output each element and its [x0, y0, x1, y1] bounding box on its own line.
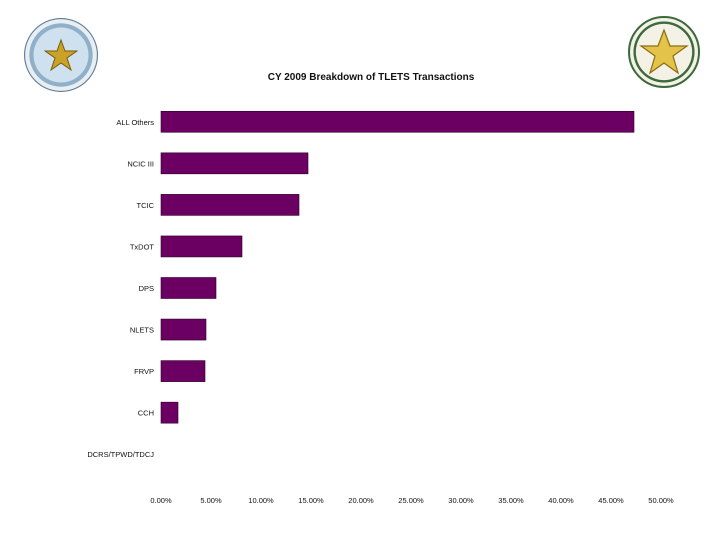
bar-6 — [160, 360, 206, 382]
category-label: DCRS/TPWD/TDCJ — [87, 450, 154, 459]
category-label: TxDOT — [130, 242, 155, 251]
bar-0 — [160, 110, 635, 133]
category-label: DPS — [139, 284, 154, 293]
bar-7 — [160, 401, 179, 424]
x-tick-label: 0.00% — [150, 496, 172, 505]
x-axis-tick-labels: 0.00% 5.00% 10.00% 15.00% 20.00% 25.00% 30.00%… — [150, 496, 674, 505]
dps-star-icon — [639, 28, 689, 75]
x-tick-label: 40.00% — [548, 496, 574, 505]
category-label: NLETS — [130, 326, 154, 335]
category-label: ALL Others — [116, 118, 154, 127]
bar-3 — [160, 235, 243, 258]
bar-1 — [160, 152, 309, 175]
x-tick-label: 30.00% — [448, 496, 474, 505]
x-tick-label: 25.00% — [398, 496, 424, 505]
category-label: TCIC — [137, 201, 155, 210]
x-tick-label: 5.00% — [200, 496, 222, 505]
bar-4 — [160, 277, 217, 299]
bar-2 — [160, 194, 300, 216]
bars-group — [160, 110, 635, 424]
category-labels: ALL Others NCIC III TCIC TxDOT DPS NLETS FRVP C… — [87, 118, 154, 459]
x-tick-label: 15.00% — [298, 496, 324, 505]
bar-5 — [160, 318, 207, 341]
seal-star-icon — [44, 38, 78, 72]
texas-state-seal-icon — [24, 18, 98, 92]
category-label: NCIC III — [127, 159, 154, 168]
x-tick-label: 50.00% — [648, 496, 674, 505]
category-label: CCH — [138, 409, 154, 418]
x-tick-label: 45.00% — [598, 496, 624, 505]
category-label: FRVP — [134, 367, 154, 376]
x-tick-label: 10.00% — [248, 496, 274, 505]
x-tick-label: 35.00% — [498, 496, 524, 505]
x-tick-label: 20.00% — [348, 496, 374, 505]
texas-dps-seal-icon — [628, 16, 700, 88]
chart-title: CY 2009 Breakdown of TLETS Transactions — [268, 72, 475, 83]
